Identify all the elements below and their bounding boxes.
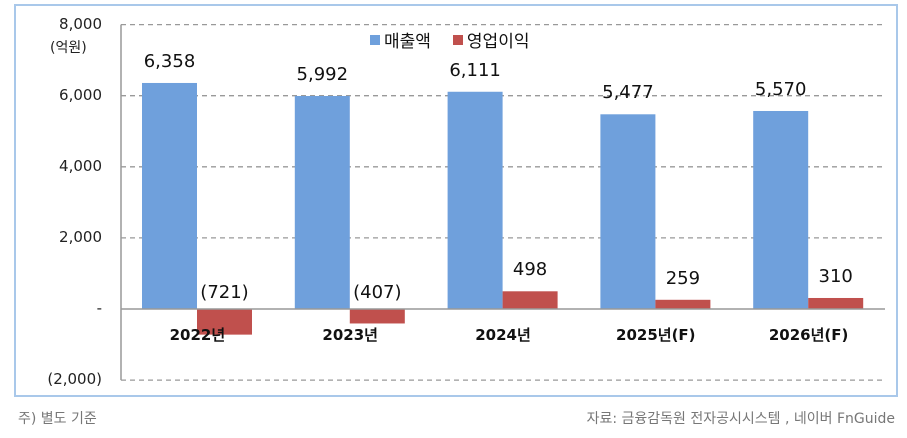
bar-operating-profit: [349, 309, 405, 324]
bar-sales: [600, 114, 656, 309]
x-axis-category-label: 2025년(F): [616, 326, 696, 344]
legend-label-operating-profit: 영업이익: [466, 32, 530, 52]
data-label: 6,358: [143, 50, 196, 72]
unit-label: (억원): [50, 40, 87, 56]
bar-operating-profit: [655, 299, 711, 309]
bar-sales: [142, 82, 197, 309]
y-tick-label: (2,000): [47, 370, 102, 389]
data-label: 498: [512, 259, 548, 281]
footnote: 주) 별도 기준: [18, 411, 97, 427]
x-axis-category-label: 2023년: [322, 326, 378, 344]
data-label: 259: [665, 267, 701, 289]
x-axis-category-label: 2024년: [475, 326, 531, 344]
data-label: 310: [818, 265, 853, 287]
data-label: 5,477: [602, 82, 654, 104]
data-label: (721): [200, 282, 249, 303]
y-tick-label: 6,000: [59, 85, 102, 104]
data-label: (407): [353, 282, 402, 303]
y-tick-label: 4,000: [59, 156, 102, 175]
x-axis-category-label: 2022년: [169, 326, 226, 344]
legend-swatch-sales: [370, 34, 380, 45]
bar-operating-profit: [197, 309, 252, 335]
legend-swatch-operating-profit: [452, 34, 463, 45]
legend-item-operating-profit: 영업이익: [452, 27, 530, 52]
data-label: 6,111: [449, 59, 501, 81]
bar-sales: [294, 95, 350, 309]
data-label: 5,570: [754, 78, 807, 100]
bar-operating-profit: [502, 291, 558, 309]
bar-operating-profit: [808, 297, 864, 309]
x-axis-category-label: 2026년(F): [768, 326, 849, 344]
chart-frame: [14, 4, 898, 397]
source-note: 자료: 금융감독원 전자공시시스템 , 네이버 FnGuide: [586, 411, 895, 427]
legend-label-sales: 매출액: [384, 32, 431, 52]
y-tick-label: 2,000: [59, 227, 102, 246]
y-tick-label: 8,000: [59, 14, 102, 33]
y-tick-label: -: [96, 299, 102, 317]
bar-sales: [447, 91, 503, 309]
bar-sales: [753, 110, 809, 309]
data-label: 5,992: [296, 63, 349, 85]
legend-item-sales: 매출액: [370, 27, 431, 52]
legend: 매출액 영업이익: [370, 27, 529, 52]
